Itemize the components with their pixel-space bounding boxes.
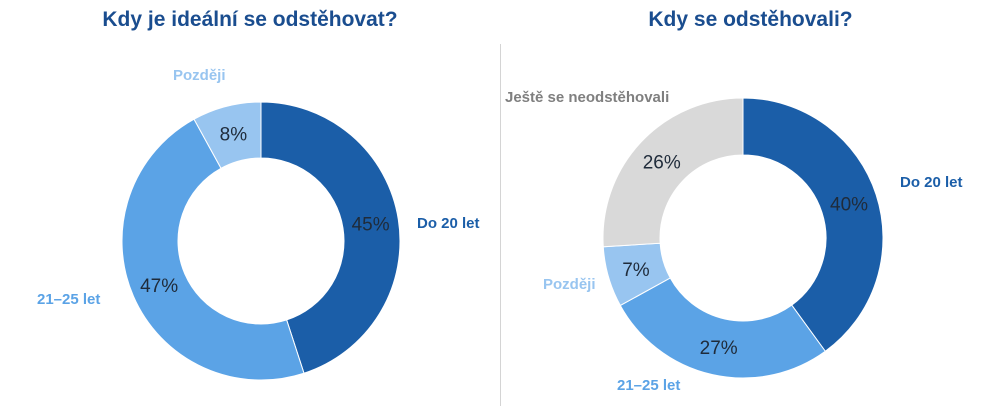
legend-label-21-25-let: 21–25 let — [617, 377, 681, 394]
legend-label-21-25-let: 21–25 let — [37, 291, 101, 308]
chart-title: Kdy je ideální se odstěhovat? — [102, 8, 398, 31]
donut-slice-pozdeji — [193, 101, 262, 169]
data-label-21-25-let: 27% — [700, 338, 738, 359]
donut-chart-actual: 40% 27% 7% 26% — [602, 97, 884, 379]
legend-label-do-20-let: Do 20 let — [900, 174, 963, 191]
data-label-do-20-let: 40% — [830, 195, 868, 216]
legend-label-jeste-se-neodstehovali: Ještě se neodstěhovali — [505, 89, 670, 106]
donut-slice-21-25-let — [619, 277, 826, 379]
donut-slice-jeste-se-neodstehovali — [602, 97, 744, 248]
legend-label-do-20-let: Do 20 let — [417, 215, 480, 232]
donut-slice-do-20-let — [260, 101, 401, 374]
chart-title: Kdy se odstěhovali? — [648, 8, 853, 31]
chart-panel-actual: Kdy se odstěhovali? 40% 27% 7% 26% Do 20 le… — [501, 0, 1000, 417]
donut-slice-do-20-let — [742, 97, 884, 352]
legend-label-pozdeji: Později — [543, 276, 596, 293]
panel-divider — [500, 44, 501, 406]
data-label-do-20-let: 45% — [352, 215, 390, 236]
chart-panel-ideal: Kdy je ideální se odstěhovat? 45% 47% 8% D… — [37, 8, 480, 381]
data-label-pozdeji: 8% — [220, 124, 248, 145]
legend-label-pozdeji: Později — [173, 67, 226, 84]
data-label-pozdeji: 7% — [622, 260, 650, 281]
data-label-21-25-let: 47% — [140, 276, 178, 297]
data-label-jeste-se-neodstehovali: 26% — [643, 153, 681, 174]
donut-slice-21-25-let — [121, 118, 305, 381]
donut-chart-ideal: 45% 47% 8% — [121, 101, 401, 381]
